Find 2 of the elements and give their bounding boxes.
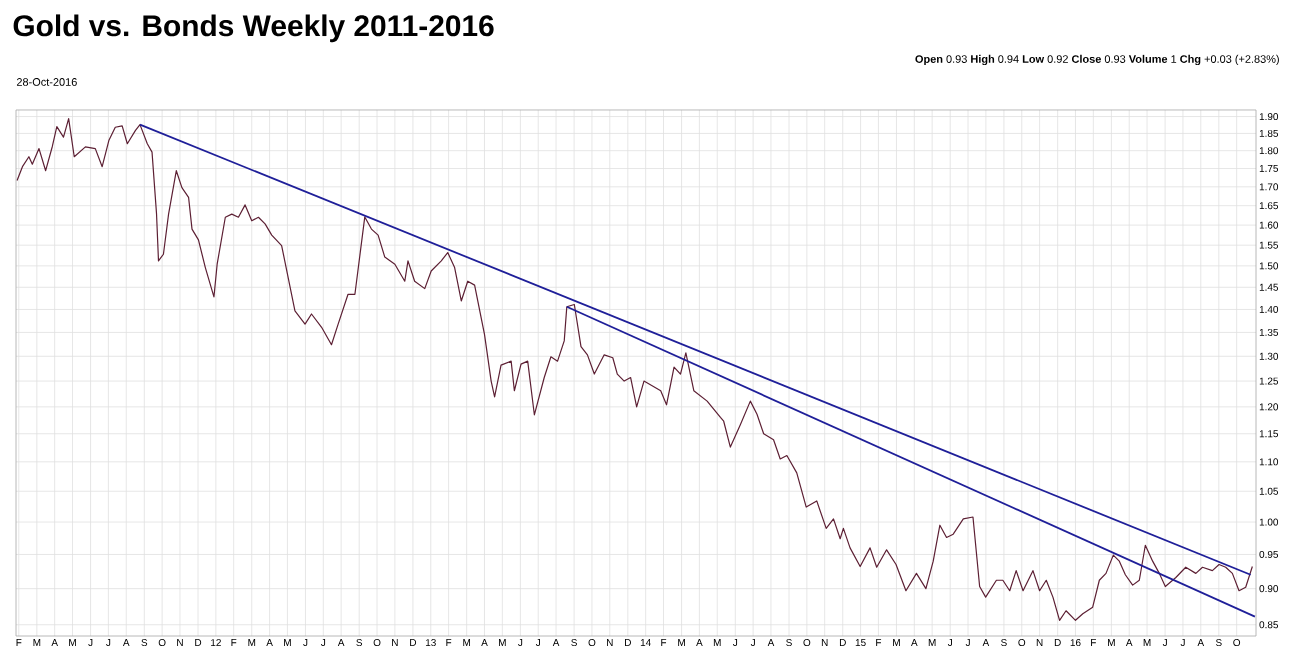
line-series	[16, 117, 1253, 621]
chart-title: Gold vs. Bonds Weekly 2011-2016	[13, 14, 494, 43]
